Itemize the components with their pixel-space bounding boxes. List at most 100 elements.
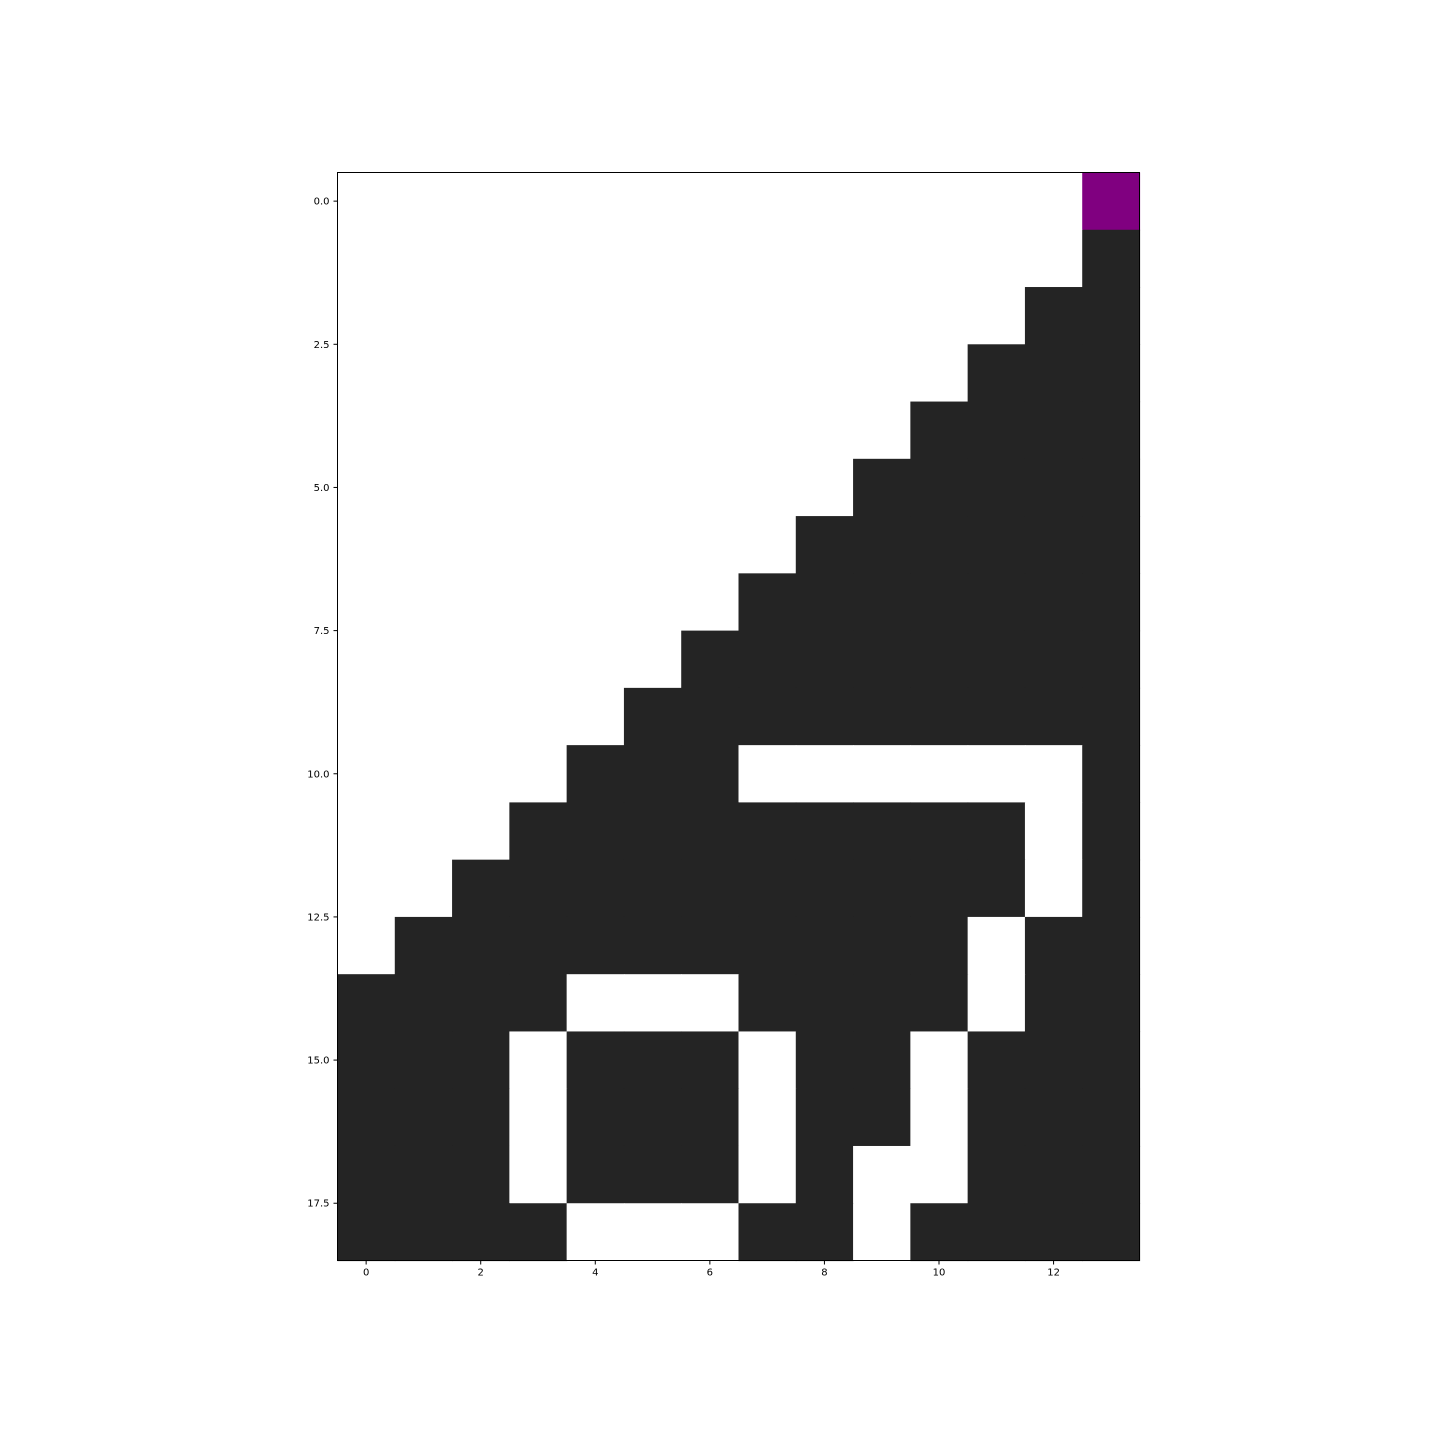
heatmap-cell (623, 916, 682, 975)
heatmap-cell (795, 687, 854, 746)
heatmap-cell (394, 458, 453, 517)
heatmap-cell (1024, 974, 1083, 1033)
heatmap-cell (394, 287, 453, 345)
heatmap-cell (795, 1145, 854, 1204)
heatmap-cell (452, 974, 510, 1033)
heatmap-cell (853, 916, 911, 975)
heatmap-cell (452, 1203, 510, 1262)
heatmap-cell (623, 630, 682, 689)
heatmap-cell (509, 859, 568, 918)
heatmap-cell (910, 516, 969, 574)
heatmap-cell (1024, 1203, 1083, 1262)
heatmap-cell (566, 401, 625, 460)
heatmap-cell (623, 458, 682, 517)
heatmap-cell (337, 859, 396, 918)
heatmap-cell (1082, 974, 1141, 1033)
heatmap-cell (795, 516, 854, 574)
heatmap-cell (853, 229, 911, 288)
heatmap-cell (623, 974, 682, 1033)
heatmap-cell (566, 516, 625, 574)
heatmap-cell (681, 916, 740, 975)
heatmap-cell (566, 802, 625, 861)
heatmap-cell (967, 1145, 1026, 1204)
heatmap-cell (394, 344, 453, 403)
heatmap-cell (967, 573, 1026, 632)
heatmap-cell (1024, 859, 1083, 918)
heatmap-cell (967, 229, 1026, 288)
heatmap-cell (738, 1203, 797, 1262)
heatmap-cell (452, 916, 510, 975)
heatmap-cell (623, 802, 682, 861)
heatmap-cell (623, 687, 682, 746)
heatmap-cell (623, 344, 682, 403)
heatmap-cell (681, 1203, 740, 1262)
heatmap-cell (623, 172, 682, 231)
heatmap-cell (452, 745, 510, 803)
heatmap-cell (738, 458, 797, 517)
heatmap-cell (1024, 401, 1083, 460)
heatmap-cell (566, 974, 625, 1033)
y-tick-label: 15.0 (307, 1056, 329, 1067)
heatmap-cell (337, 172, 396, 231)
x-tick-label: 6 (707, 1268, 713, 1279)
heatmap-cell (1082, 859, 1141, 918)
heatmap-cell (566, 229, 625, 288)
heatmap-cell (681, 573, 740, 632)
heatmap-cell (566, 287, 625, 345)
heatmap-cell (910, 859, 969, 918)
y-axis: 0.0 2.5 5.0 7.5 10.0 12.5 15.0 17.5 (307, 197, 338, 1210)
heatmap-cell (853, 1203, 911, 1262)
heatmap-cell (681, 172, 740, 231)
heatmap-cell (394, 687, 453, 746)
heatmap-cell (337, 1203, 396, 1262)
heatmap-cell (681, 344, 740, 403)
heatmap-cell (853, 1145, 911, 1204)
heatmap-cell (623, 1203, 682, 1262)
heatmap-cell (795, 458, 854, 517)
heatmap-cell (910, 974, 969, 1033)
heatmap-cell (681, 401, 740, 460)
heatmap-cell (566, 573, 625, 632)
heatmap-cell (452, 344, 510, 403)
heatmap-cell (623, 229, 682, 288)
heatmap-cell (910, 1145, 969, 1204)
y-tick-label: 2.5 (314, 340, 330, 351)
heatmap-cell (967, 1203, 1026, 1262)
heatmap-cell (566, 630, 625, 689)
heatmap-cell (853, 172, 911, 231)
heatmap-cell (795, 344, 854, 403)
heatmap-cell (1082, 1145, 1141, 1204)
heatmap-cell (681, 745, 740, 803)
heatmap-cell (681, 516, 740, 574)
heatmap-cell (1082, 1203, 1141, 1262)
heatmap-cell (967, 1031, 1026, 1090)
heatmap-cell (910, 630, 969, 689)
heatmap-cell (566, 1203, 625, 1262)
heatmap-cell (509, 802, 568, 861)
heatmap-cell (853, 974, 911, 1033)
heatmap-cell (452, 1088, 510, 1147)
heatmap-cell (910, 802, 969, 861)
heatmap-cell (1024, 1088, 1083, 1147)
heatmap-cell (1024, 1031, 1083, 1090)
heatmap-cell (394, 229, 453, 288)
x-axis: 0 2 4 6 8 10 12 (363, 1260, 1060, 1279)
heatmap-cell (681, 1031, 740, 1090)
heatmap-cell (509, 1031, 568, 1090)
x-tick-label: 8 (821, 1268, 827, 1279)
heatmap-cell (910, 1088, 969, 1147)
heatmap-cell (509, 172, 568, 231)
y-tick-label: 0.0 (314, 197, 330, 208)
heatmap-cell (738, 516, 797, 574)
heatmap-cell (738, 344, 797, 403)
heatmap-cell (337, 974, 396, 1033)
heatmap-cell (509, 1203, 568, 1262)
heatmap-cell (967, 344, 1026, 403)
heatmap-cell (967, 516, 1026, 574)
heatmap-cell (337, 1031, 396, 1090)
heatmap-cell (337, 344, 396, 403)
heatmap-cell (623, 287, 682, 345)
heatmap-cell (1024, 458, 1083, 517)
x-tick-label: 10 (933, 1268, 946, 1279)
